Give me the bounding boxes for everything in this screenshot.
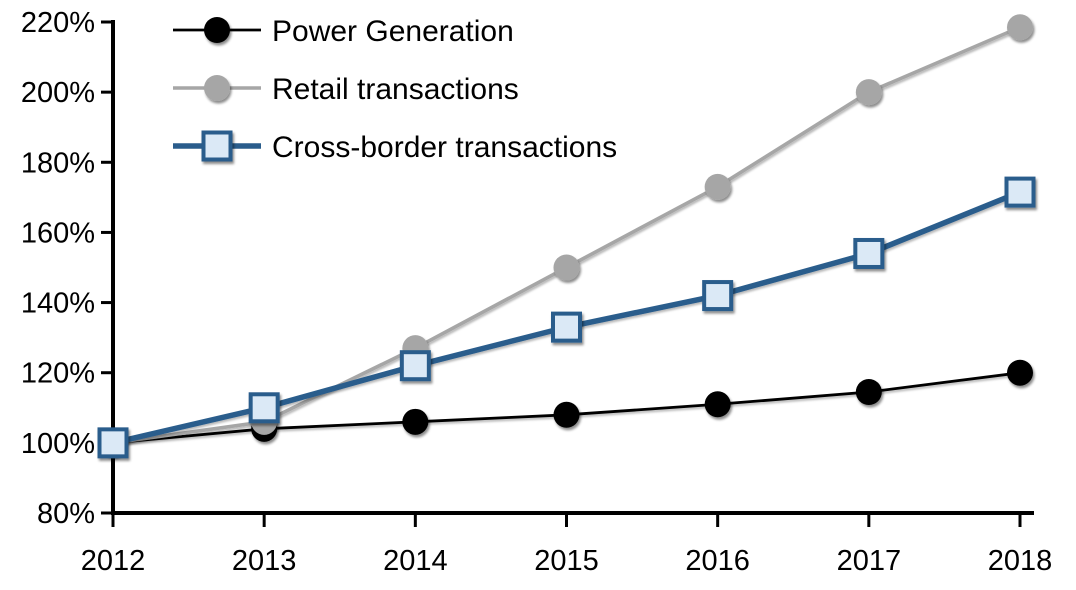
data-point-cross-border-transactions [97,427,129,459]
data-point-power-generation [402,408,429,435]
data-point-power-generation [553,401,580,428]
y-tick-label: 180% [21,147,95,179]
legend-item-retail-transactions: Retail transactions [173,73,519,106]
data-point-cross-border-transactions [702,280,734,312]
x-tick-label: 2015 [534,545,599,577]
legend-label: Cross-border transactions [272,131,617,164]
data-point-cross-border-transactions [248,392,280,424]
legend-label: Power Generation [272,15,514,48]
data-point-cross-border-transactions [399,350,431,382]
y-tick-label: 80% [37,498,95,530]
data-point-power-generation [855,379,882,406]
legend-marker-square [201,130,233,162]
data-point-cross-border-transactions [853,237,885,269]
data-point-retail-transactions [553,254,580,281]
x-tick-label: 2014 [383,545,448,577]
series [97,14,1036,459]
y-tick-label: 120% [21,358,95,390]
y-tick-label: 220% [21,7,95,39]
legend-marker-circle [204,17,230,43]
x-tick-label: 2018 [988,545,1053,577]
x-tick-label: 2013 [232,545,297,577]
data-point-cross-border-transactions [1004,176,1036,208]
legend-marker-circle [204,75,230,101]
legend: Power Generation Retail transactions Cross… [173,15,617,164]
y-tick-label: 200% [21,77,95,109]
x-tick-label: 2016 [685,545,750,577]
series-power-generation [100,359,1033,456]
y-tick-label: 100% [21,428,95,460]
data-point-retail-transactions [1007,14,1033,41]
axes: 80% 100% 120% 140% 160% 180% 200% 220% 2012 2013 2… [21,7,1052,577]
x-tick-label: 2017 [837,545,902,577]
data-point-retail-transactions [704,173,731,200]
legend-item-cross-border-transactions: Cross-border transactions [173,130,617,164]
legend-label: Retail transactions [272,73,519,106]
y-tick-label: 160% [21,217,95,249]
data-point-power-generation [1007,359,1033,386]
legend-item-power-generation: Power Generation [173,15,514,48]
data-point-retail-transactions [855,79,882,106]
series-cross-border-transactions [97,176,1036,459]
y-tick-label: 140% [21,288,95,320]
x-tick-label: 2012 [81,545,146,577]
data-point-cross-border-transactions [551,311,582,343]
data-point-power-generation [704,391,731,418]
